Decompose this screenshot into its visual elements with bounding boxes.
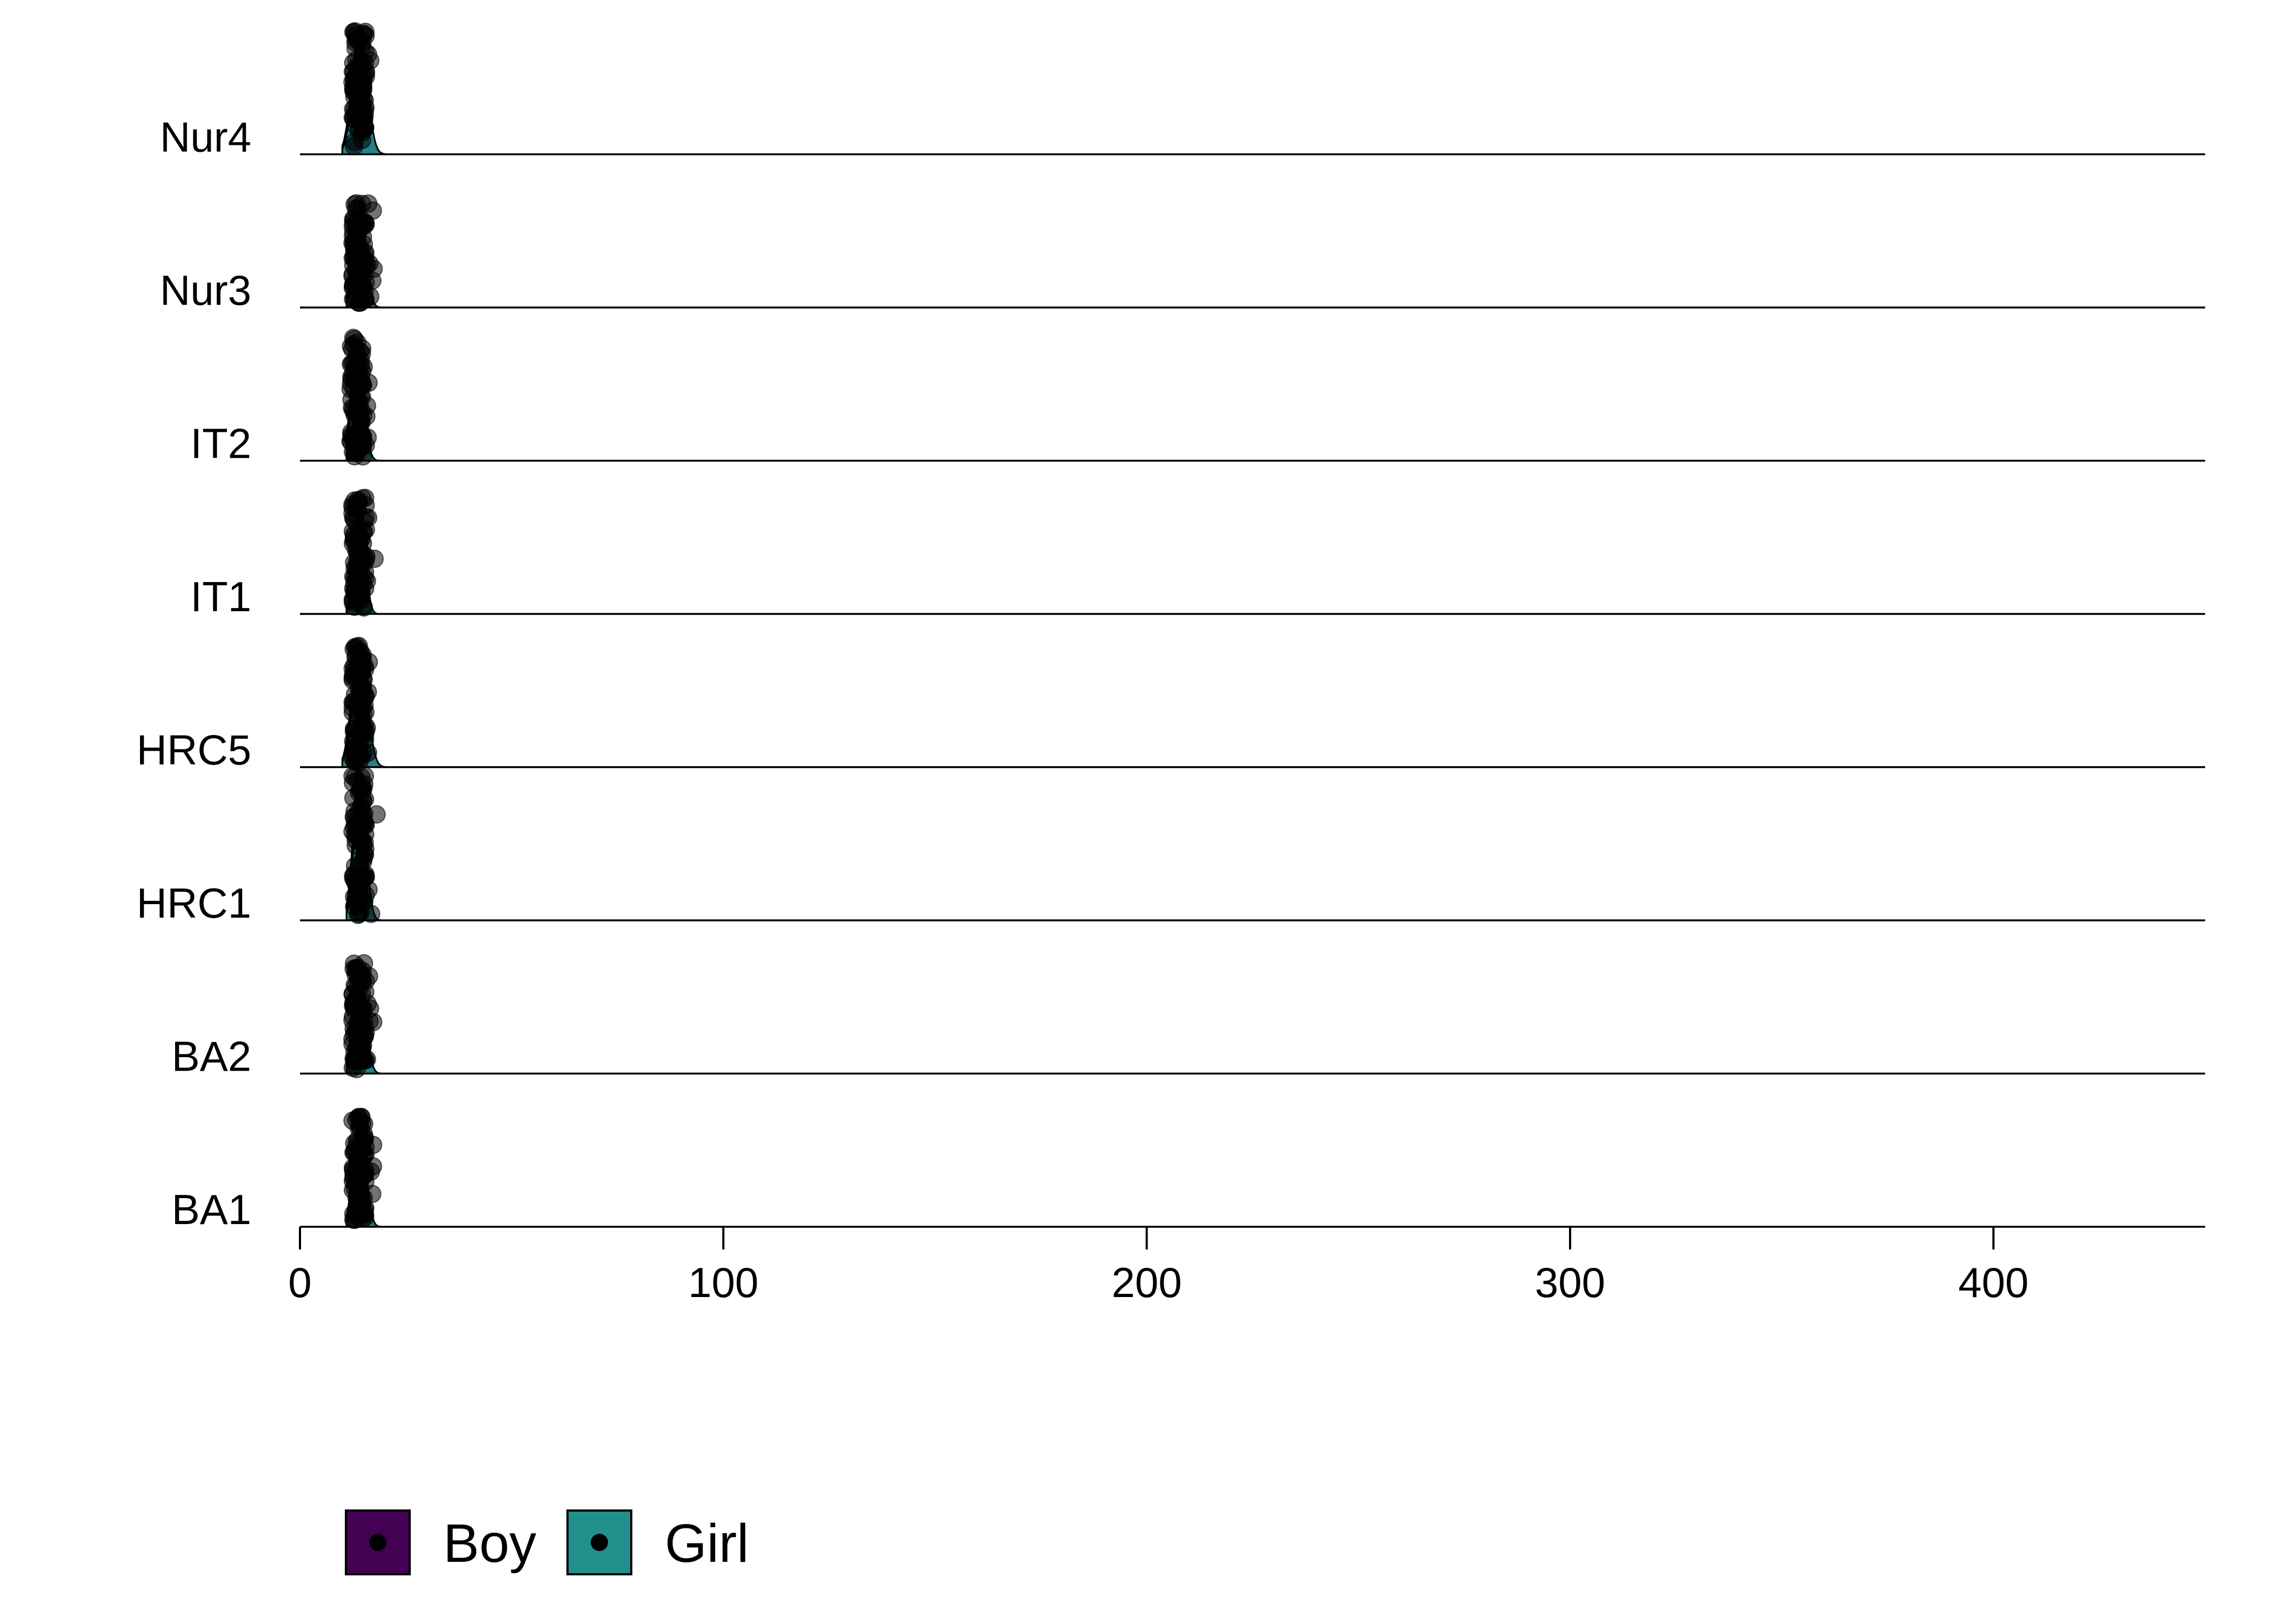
point-ba1 bbox=[353, 1199, 372, 1218]
point-hrc5 bbox=[345, 720, 364, 739]
point-hrc5 bbox=[345, 638, 364, 657]
point-ba2 bbox=[349, 958, 368, 977]
point-hrc5 bbox=[351, 702, 370, 721]
y-label-hrc1: HRC1 bbox=[137, 879, 251, 927]
point-it1 bbox=[357, 572, 376, 591]
point-nur4 bbox=[345, 23, 364, 42]
point-hrc1 bbox=[353, 852, 372, 871]
x-tick-label-100: 100 bbox=[688, 1259, 758, 1306]
point-it2 bbox=[346, 362, 365, 380]
legend-dot-boy bbox=[369, 1534, 386, 1551]
point-ba1 bbox=[351, 1184, 370, 1202]
y-label-nur4: Nur4 bbox=[160, 113, 251, 161]
x-axis: 0 100 200 300 400 bbox=[288, 1227, 2028, 1306]
legend-label-boy: Boy bbox=[443, 1513, 536, 1574]
x-tick-label-300: 300 bbox=[1535, 1259, 1605, 1306]
point-it1 bbox=[355, 523, 373, 541]
point-ba2 bbox=[350, 1031, 369, 1050]
point-ba1 bbox=[356, 1138, 375, 1157]
legend-label-girl: Girl bbox=[665, 1513, 749, 1574]
point-ba1 bbox=[347, 1111, 366, 1129]
point-it2 bbox=[344, 379, 363, 398]
point-nur4 bbox=[348, 77, 366, 96]
point-hrc5 bbox=[344, 657, 363, 676]
point-nur3 bbox=[344, 274, 363, 293]
point-hrc1 bbox=[354, 779, 373, 798]
x-tick-label-200: 200 bbox=[1112, 1259, 1182, 1306]
legend-dot-girl bbox=[591, 1534, 608, 1551]
y-label-nur3: Nur3 bbox=[160, 266, 251, 314]
y-label-it1: IT1 bbox=[190, 573, 251, 620]
point-nur3 bbox=[350, 238, 369, 257]
point-nur4 bbox=[343, 108, 362, 127]
jitter-points bbox=[341, 22, 386, 1229]
point-hrc1 bbox=[349, 904, 368, 923]
point-nur4 bbox=[359, 45, 377, 64]
point-nur3 bbox=[356, 290, 375, 309]
legend: Boy Girl bbox=[345, 1509, 749, 1575]
y-label-hrc5: HRC5 bbox=[137, 726, 251, 774]
point-hrc1 bbox=[354, 812, 373, 831]
point-nur4 bbox=[355, 119, 373, 138]
point-ba2 bbox=[345, 992, 364, 1011]
point-it1 bbox=[350, 492, 369, 511]
point-ba2 bbox=[351, 1052, 370, 1071]
y-axis-labels: BA1 BA2 HRC1 HRC5 IT1 IT2 Nur3 Nur4 bbox=[137, 113, 251, 1234]
x-tick-label-0: 0 bbox=[288, 1259, 311, 1306]
point-hrc5 bbox=[344, 749, 362, 768]
point-hrc1 bbox=[350, 873, 369, 892]
y-label-ba2: BA2 bbox=[172, 1033, 251, 1080]
y-label-ba1: BA1 bbox=[172, 1186, 251, 1233]
point-it2 bbox=[352, 425, 371, 444]
x-tick-label-400: 400 bbox=[1958, 1259, 2028, 1306]
baselines bbox=[300, 153, 2205, 1228]
point-nur3 bbox=[356, 213, 375, 232]
point-it2 bbox=[345, 330, 364, 349]
y-label-it2: IT2 bbox=[190, 420, 251, 467]
point-it1 bbox=[357, 547, 376, 566]
point-hrc1 bbox=[352, 797, 371, 816]
